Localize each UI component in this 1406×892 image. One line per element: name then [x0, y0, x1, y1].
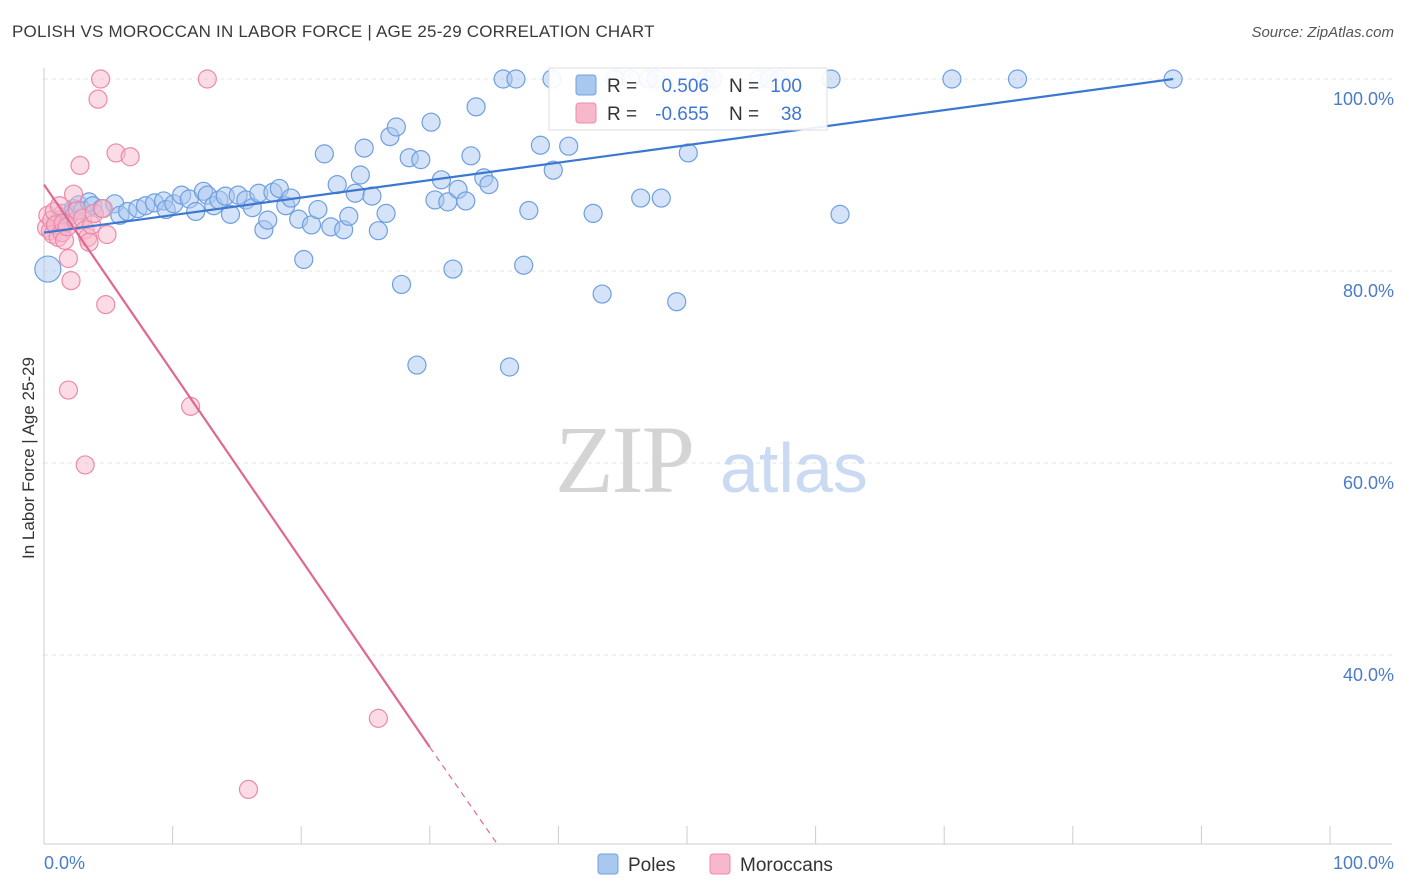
- poles-point: [294, 249, 314, 270]
- stats-legend: R = 0.506 N = 100 R = -0.655 N = 38: [548, 67, 828, 131]
- poles-trend-line: [43, 77, 1174, 234]
- series-legend-label-moroccans: Moroccans: [740, 855, 833, 876]
- moroccans-point: [75, 455, 95, 475]
- moroccans-point: [58, 248, 79, 269]
- poles-point: [942, 69, 962, 89]
- y-tick-label-80: 80.0%: [1343, 281, 1394, 301]
- poles-point: [407, 355, 427, 375]
- poles-point: [350, 165, 370, 185]
- moroccans-point: [88, 89, 108, 109]
- series-legend: Poles Moroccans: [597, 853, 833, 876]
- moroccans-points: [36, 69, 388, 800]
- legend-poles-r-value: 0.506: [661, 76, 709, 97]
- legend-moroccans-r-label: R =: [607, 104, 637, 125]
- chart-title: POLISH VS MOROCCAN IN LABOR FORCE | AGE …: [12, 22, 655, 41]
- poles-point: [667, 292, 687, 312]
- x-tick-label-right: 100.0%: [1333, 853, 1394, 873]
- poles-point: [583, 203, 603, 223]
- poles-point: [559, 136, 579, 156]
- moroccans-point: [58, 380, 79, 400]
- moroccans-trend-line: [43, 183, 431, 748]
- legend-moroccans-n-value: 38: [781, 104, 802, 125]
- series-legend-swatch-moroccans: [709, 853, 731, 875]
- watermark-atlas: atlas: [720, 429, 868, 507]
- legend-moroccans-n-label: N =: [729, 104, 759, 125]
- moroccans-point: [70, 155, 90, 175]
- y-tick-label-60: 60.0%: [1343, 473, 1394, 493]
- grid-lines: [44, 78, 1392, 656]
- moroccans-trend-extension: [429, 746, 498, 844]
- poles-point: [443, 259, 463, 279]
- watermark-zip: ZIP: [555, 406, 693, 513]
- moroccans-point: [238, 779, 259, 800]
- moroccans-point: [93, 199, 113, 219]
- moroccans-point: [97, 224, 117, 245]
- poles-point: [506, 69, 526, 89]
- moroccans-point: [120, 147, 140, 167]
- poles-point: [258, 210, 278, 230]
- moroccans-point: [197, 69, 217, 89]
- legend-moroccans-r-value: -0.655: [655, 104, 709, 125]
- poles-point: [830, 204, 850, 224]
- moroccans-point: [96, 295, 116, 315]
- trend-lines: [43, 77, 1174, 844]
- poles-point: [456, 191, 476, 211]
- poles-point: [34, 255, 62, 283]
- poles-point: [339, 206, 359, 226]
- poles-point: [314, 144, 334, 164]
- poles-point: [479, 175, 499, 195]
- poles-point: [592, 284, 612, 304]
- moroccans-point: [368, 708, 388, 728]
- watermark: ZIP atlas: [555, 406, 868, 513]
- y-tick-label-100: 100.0%: [1333, 89, 1394, 109]
- legend-poles-n-label: N =: [729, 76, 759, 97]
- poles-point: [543, 160, 563, 180]
- y-tick-label-40: 40.0%: [1343, 665, 1394, 685]
- legend-poles-r-label: R =: [607, 76, 637, 97]
- moroccans-point: [63, 184, 84, 204]
- poles-point: [376, 203, 396, 223]
- poles-point: [391, 274, 412, 295]
- poles-point: [386, 117, 406, 137]
- series-legend-label-poles: Poles: [628, 855, 676, 876]
- poles-point: [354, 138, 374, 158]
- poles-point: [421, 112, 441, 132]
- poles-point: [499, 357, 520, 377]
- legend-swatch-moroccans: [575, 102, 597, 124]
- poles-point: [530, 135, 550, 155]
- poles-point: [651, 188, 671, 208]
- poles-point: [345, 183, 365, 203]
- poles-point: [368, 221, 388, 241]
- series-legend-swatch-poles: [597, 853, 619, 875]
- poles-point: [519, 200, 539, 221]
- poles-point: [308, 199, 328, 220]
- moroccans-point: [61, 271, 81, 291]
- poles-point: [514, 255, 534, 275]
- poles-point: [466, 97, 486, 117]
- poles-point: [461, 146, 481, 166]
- y-axis-label: In Labor Force | Age 25-29: [19, 357, 38, 559]
- moroccans-point: [90, 69, 111, 89]
- poles-point: [1007, 69, 1028, 89]
- poles-point: [411, 150, 431, 170]
- poles-point: [631, 188, 651, 208]
- poles-point: [220, 204, 241, 224]
- y-tick-labels: 100.0% 80.0% 60.0% 40.0%: [1333, 89, 1394, 685]
- legend-poles-n-value: 100: [770, 76, 802, 97]
- axes: [43, 68, 1392, 845]
- source-credit: Source: ZipAtlas.com: [1251, 24, 1394, 41]
- x-tick-labels: 0.0% 100.0%: [44, 853, 1394, 873]
- x-tick-label-left: 0.0%: [44, 853, 85, 873]
- legend-swatch-poles: [575, 74, 597, 96]
